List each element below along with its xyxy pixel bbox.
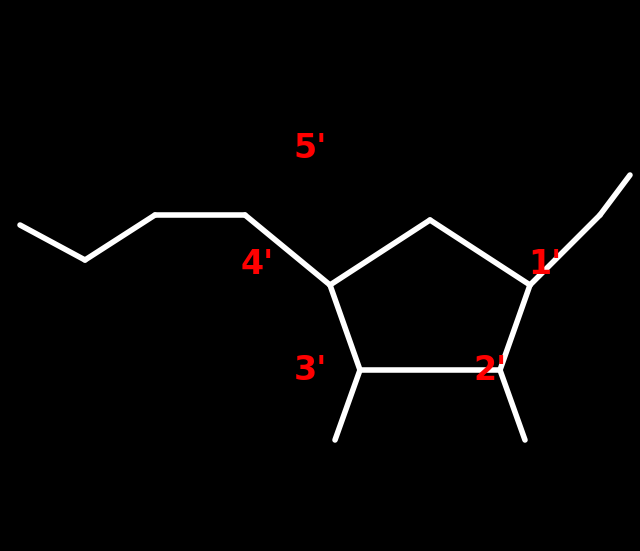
Text: 2': 2' xyxy=(474,354,507,386)
Text: 5': 5' xyxy=(293,132,326,165)
Text: 1': 1' xyxy=(529,247,562,280)
Text: 4': 4' xyxy=(241,247,274,280)
Text: 3': 3' xyxy=(293,354,326,386)
